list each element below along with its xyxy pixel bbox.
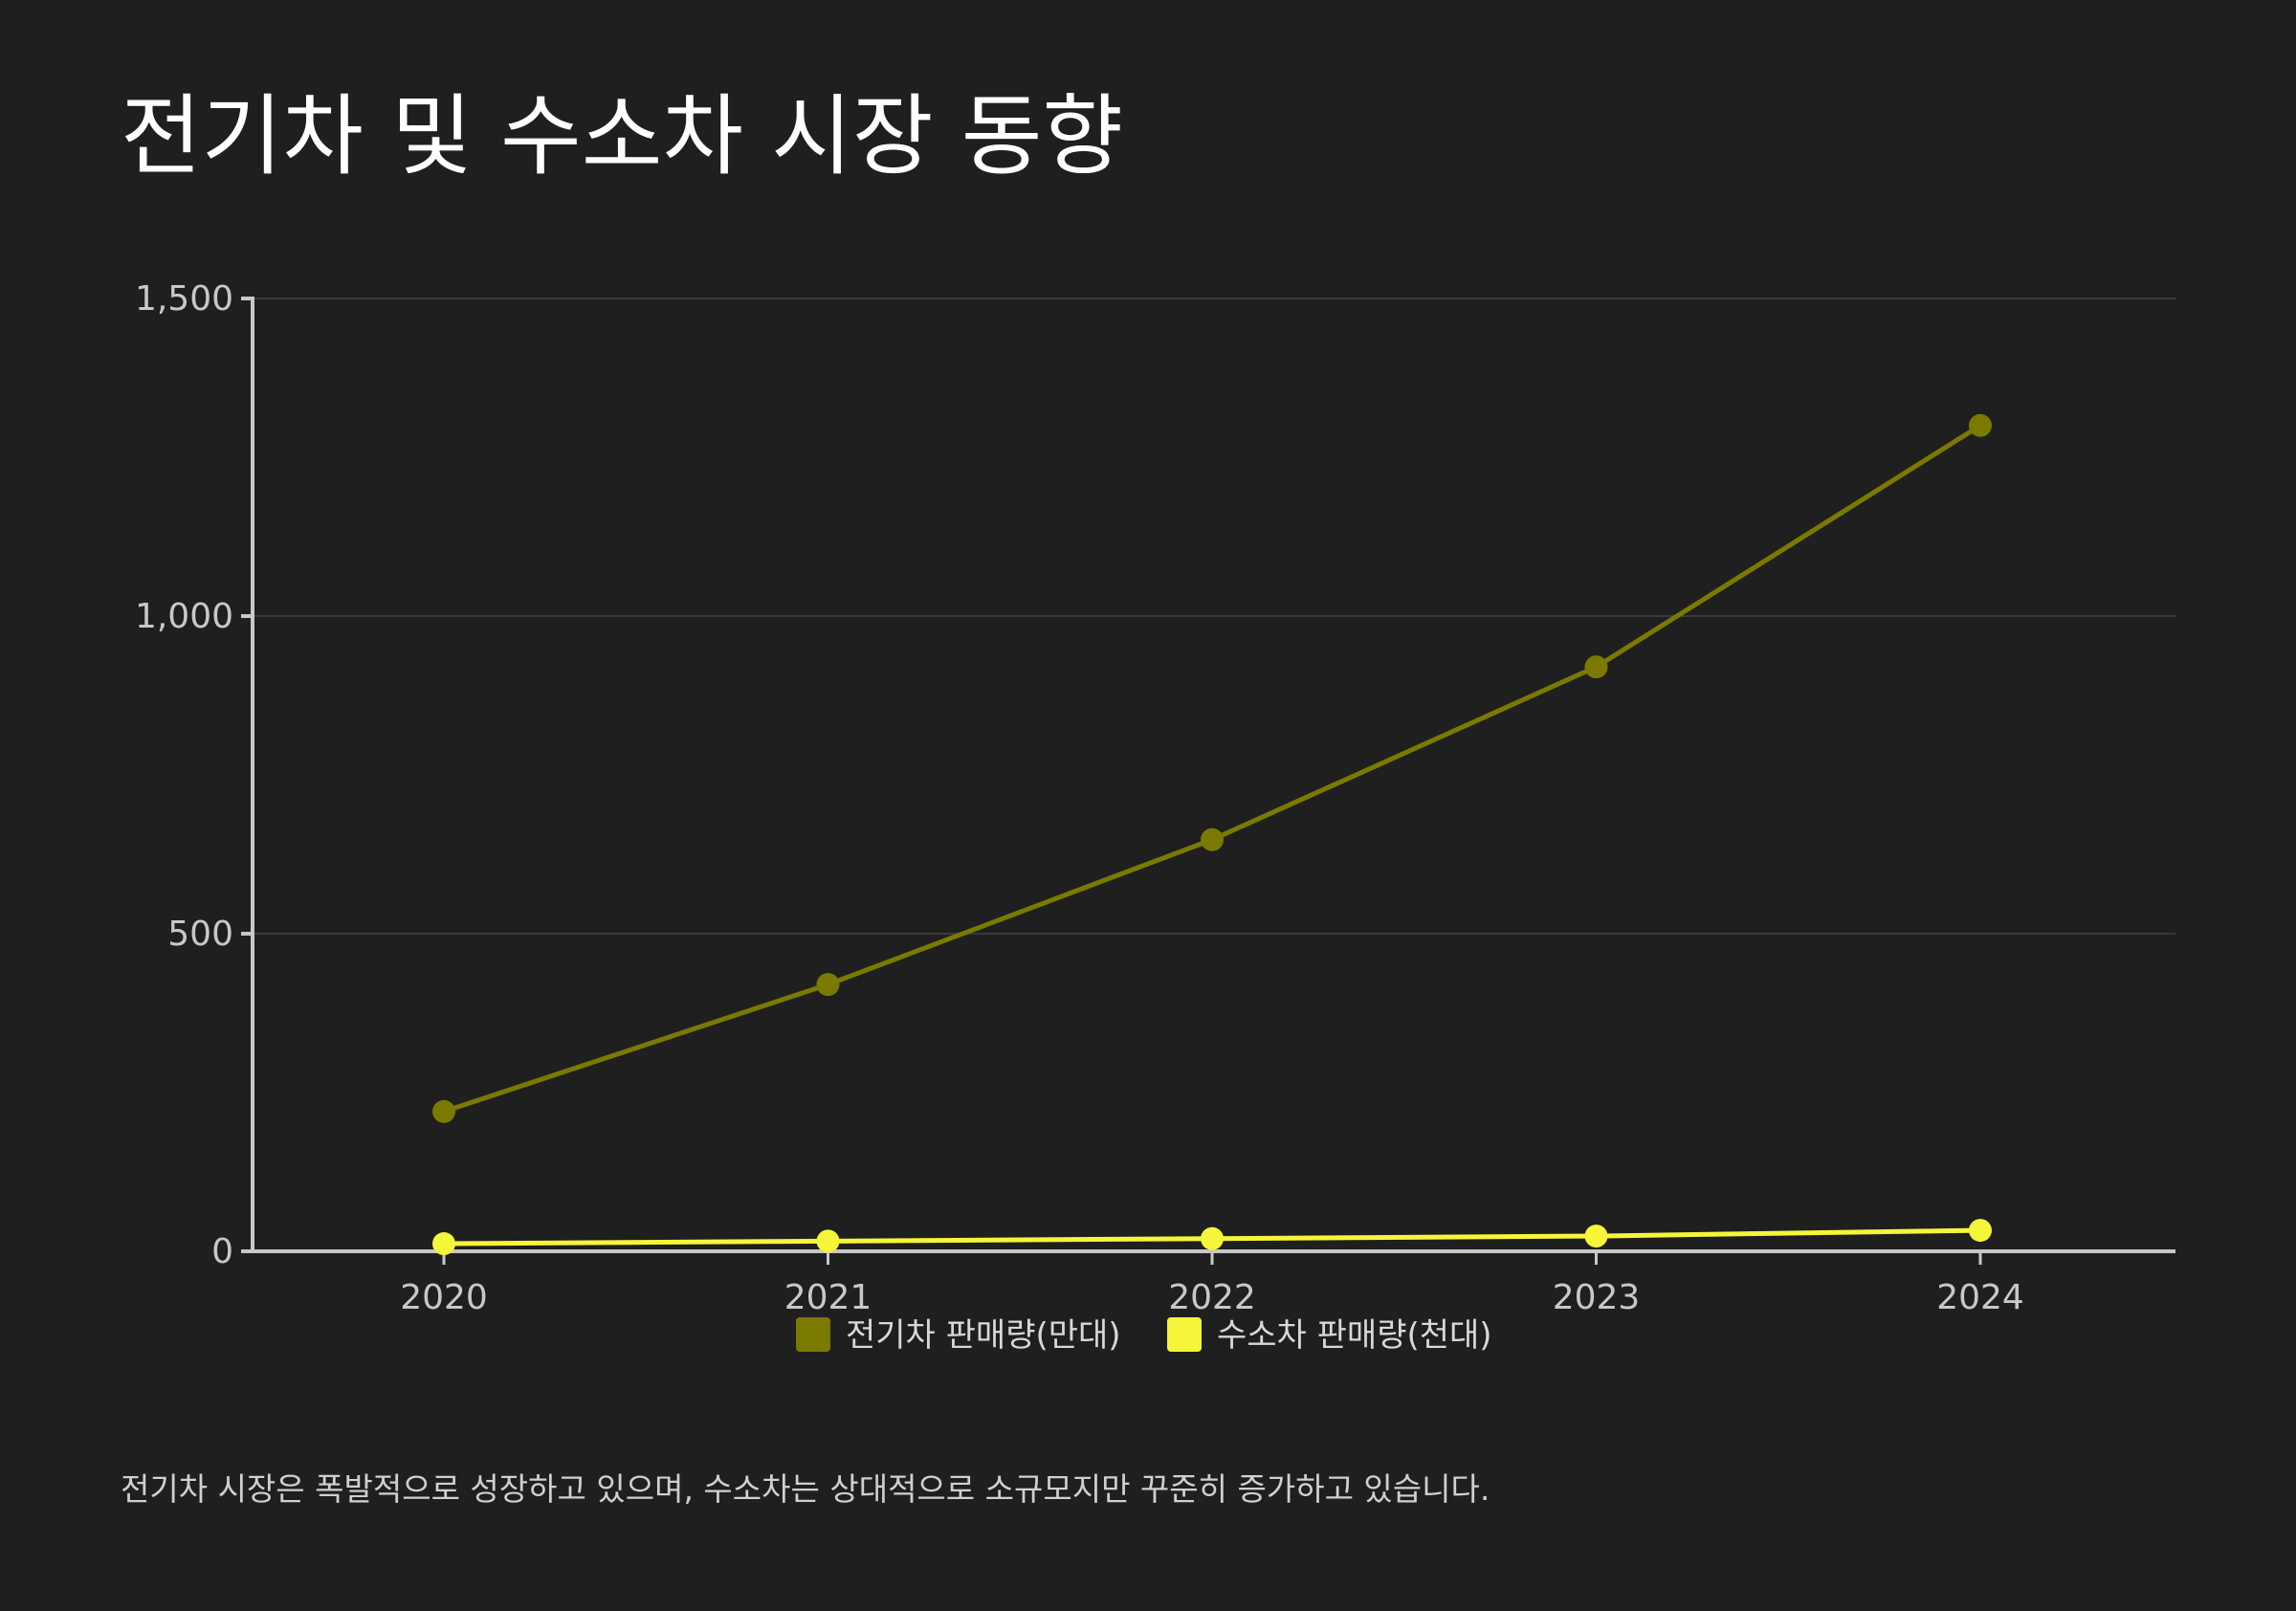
legend-swatch bbox=[796, 1317, 830, 1352]
series-ev bbox=[432, 413, 1992, 1123]
y-tick-label: 0 bbox=[211, 1232, 233, 1271]
series-line bbox=[443, 423, 1982, 1114]
data-point bbox=[1584, 1225, 1608, 1248]
series-lines bbox=[432, 413, 1992, 1256]
series-hydrogen bbox=[432, 1219, 1992, 1256]
legend-swatch bbox=[1167, 1317, 1202, 1352]
data-point bbox=[1969, 413, 1992, 437]
data-point bbox=[1201, 1226, 1224, 1250]
y-tick-label: 500 bbox=[167, 915, 233, 954]
x-tick-label: 2020 bbox=[400, 1278, 488, 1317]
x-tick-label: 2022 bbox=[1168, 1278, 1256, 1317]
page-title: 전기차 및 수소차 시장 동향 bbox=[121, 85, 1124, 188]
y-tick-label: 1,000 bbox=[135, 597, 233, 636]
data-point bbox=[816, 973, 840, 997]
legend-label: 전기차 판매량(만대) bbox=[846, 1316, 1121, 1355]
x-tick-label: 2023 bbox=[1553, 1278, 1641, 1317]
chart-caption: 전기차 시장은 폭발적으로 성장하고 있으며, 수소차는 상대적으로 소규모지만… bbox=[121, 1470, 1490, 1508]
y-tick-label: 1,500 bbox=[135, 279, 233, 319]
x-tick-label: 2021 bbox=[784, 1278, 872, 1317]
legend-label: 수소차 판매량(천대) bbox=[1217, 1316, 1492, 1355]
data-point bbox=[1969, 1219, 1992, 1243]
data-point bbox=[816, 1229, 840, 1253]
data-point bbox=[1584, 655, 1608, 679]
axes: 0 500 1,000 1,500 2020 2021 2022 2023 2024 bbox=[135, 279, 2175, 1317]
line-chart: 0 500 1,000 1,500 2020 2021 2022 2023 2024 전기차 판… bbox=[135, 279, 2175, 1355]
legend: 전기차 판매량(만대) 수소차 판매량(천대) bbox=[796, 1316, 1492, 1355]
data-point bbox=[432, 1099, 455, 1123]
x-tick-label: 2024 bbox=[1936, 1278, 2024, 1317]
data-point bbox=[432, 1232, 455, 1256]
gridlines bbox=[253, 298, 2175, 935]
data-point bbox=[1201, 828, 1224, 851]
